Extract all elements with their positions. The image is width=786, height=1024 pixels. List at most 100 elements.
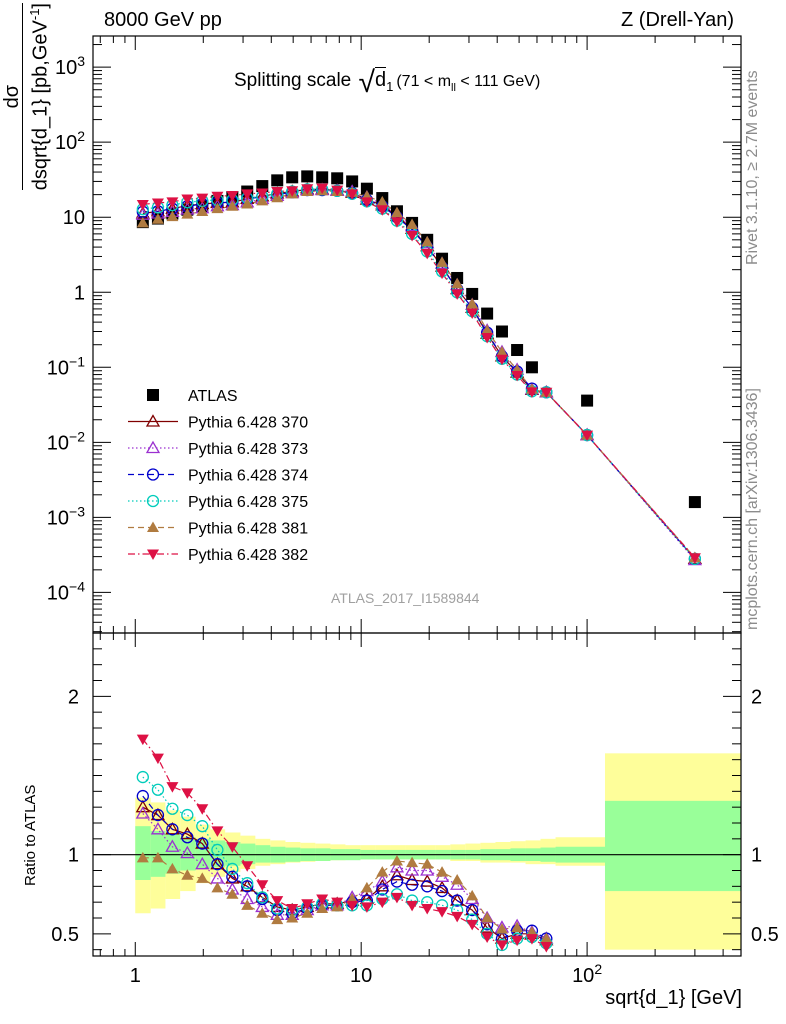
ratio-point-5 — [256, 880, 269, 891]
data-point-0 — [286, 171, 299, 184]
ratio-point-3 — [226, 862, 239, 876]
data-point-0 — [271, 174, 284, 187]
data-point-5 — [390, 206, 403, 218]
ratio-point-4 — [136, 851, 149, 863]
ratio-point-2 — [136, 789, 149, 803]
ratio-point-1 — [180, 845, 195, 859]
ratio-point-4 — [211, 881, 224, 893]
ratio-point-2 — [376, 883, 389, 896]
y-tick-label-base: 10 — [55, 57, 77, 79]
ratio-point-0 — [389, 867, 405, 881]
data-point-6 — [211, 191, 224, 203]
data-point-6 — [226, 190, 239, 202]
y-tick-label: 102 — [55, 128, 85, 154]
chart-title-range-end: < 111 GeV) — [455, 73, 541, 90]
data-point-6 — [271, 187, 284, 198]
sqrt-sign: √ — [358, 66, 375, 99]
legend-marker — [147, 389, 159, 401]
ratio-point-5 — [451, 911, 464, 923]
ratio-point-2 — [466, 903, 479, 917]
ratio-point-4 — [271, 913, 284, 925]
data-point-0 — [331, 172, 344, 185]
ratio-point-1 — [420, 863, 435, 876]
ratio-point-3 — [241, 877, 254, 890]
chart-title: Splitting scale √d1 (71 < mll < 111 GeV) — [234, 66, 540, 100]
data-point-5 — [196, 205, 209, 217]
ratio-point-4 — [360, 881, 373, 893]
ratio-point-5 — [540, 942, 553, 953]
ratio-point-0 — [135, 799, 150, 813]
ratio-point-5 — [181, 788, 194, 799]
data-point-6 — [151, 198, 164, 209]
ratio-point-4 — [466, 889, 479, 901]
ratio-point-0 — [480, 920, 495, 933]
data-point-5 — [166, 210, 179, 222]
data-point-6 — [406, 231, 419, 242]
ratio-point-4 — [196, 872, 209, 883]
legend-label: Pythia 6.428 375 — [188, 494, 308, 511]
x-tick-label-exp: 2 — [594, 961, 602, 977]
ratio-point-2 — [390, 875, 404, 888]
ratio-point-4 — [151, 851, 164, 863]
data-point-5 — [406, 218, 419, 229]
ratio-point-5 — [301, 899, 314, 910]
y-tick-label-base: 10 — [55, 132, 77, 154]
data-point-6 — [331, 185, 344, 197]
side-mcplots: mcplots.cern.ch [arXiv:1306.3436] — [744, 388, 761, 630]
ratio-point-0 — [195, 836, 210, 849]
ratio-point-5 — [495, 940, 508, 951]
data-point-5 — [436, 256, 449, 267]
data-point-5 — [211, 202, 224, 214]
chart-title-sym: d — [374, 67, 387, 91]
ratio-y-tick-label-right: 0.5 — [751, 924, 779, 946]
ratio-line-2 — [142, 795, 547, 940]
chart-title-sub: 1 — [386, 78, 394, 94]
ratio-point-4 — [451, 874, 464, 885]
data-point-6 — [525, 387, 538, 398]
ratio-point-0 — [165, 822, 180, 835]
ratio-point-5 — [525, 934, 538, 945]
y-tick-label-exp: −4 — [69, 578, 85, 594]
ratio-point-2 — [181, 831, 194, 844]
data-point-5 — [495, 345, 508, 357]
ratio-point-4 — [316, 902, 329, 913]
y-tick-label-base: 10 — [47, 357, 69, 379]
data-point-5 — [481, 324, 494, 335]
ratio-point-4 — [241, 899, 254, 910]
ratio-point-1 — [195, 856, 210, 870]
y-tick-label-base: 10 — [47, 507, 69, 529]
data-point-6 — [256, 188, 269, 200]
y-tick-label-base: 10 — [63, 207, 85, 229]
legend-marker — [146, 494, 160, 508]
ratio-point-2 — [435, 884, 449, 898]
x-tick-label-base: 10 — [350, 965, 372, 987]
data-point-6 — [181, 194, 194, 205]
y-tick-label-base: 10 — [47, 432, 69, 454]
data-point-4 — [331, 184, 344, 197]
ratio-point-3 — [166, 802, 179, 815]
ratio-point-2 — [196, 837, 209, 850]
legend-marker — [147, 549, 159, 560]
ratio-point-2 — [226, 870, 239, 883]
ratio-point-5 — [271, 896, 284, 907]
ratio-point-2 — [451, 894, 464, 907]
ratio-point-1 — [135, 806, 150, 819]
data-point-6 — [286, 186, 299, 197]
ratio-point-5 — [421, 904, 434, 915]
ratio-point-4 — [181, 869, 194, 880]
ratio-y-tick-label: 1 — [68, 845, 79, 867]
main-frame — [92, 35, 742, 634]
ratio-point-1 — [404, 863, 420, 876]
ratio-point-4 — [390, 855, 403, 866]
y-tick-label: 10 — [63, 207, 85, 229]
ratio-y-tick-label-right: 2 — [751, 686, 762, 708]
ratio-point-2 — [211, 858, 224, 871]
y-tick-label-exp: −3 — [69, 503, 85, 519]
ratio-line-5 — [142, 738, 547, 948]
data-point-6 — [166, 197, 179, 208]
y-tick-label: 10−3 — [47, 503, 85, 529]
y-tick-label-exp: −1 — [69, 353, 85, 369]
ratio-point-5 — [136, 734, 149, 746]
legend-marker — [145, 414, 161, 427]
